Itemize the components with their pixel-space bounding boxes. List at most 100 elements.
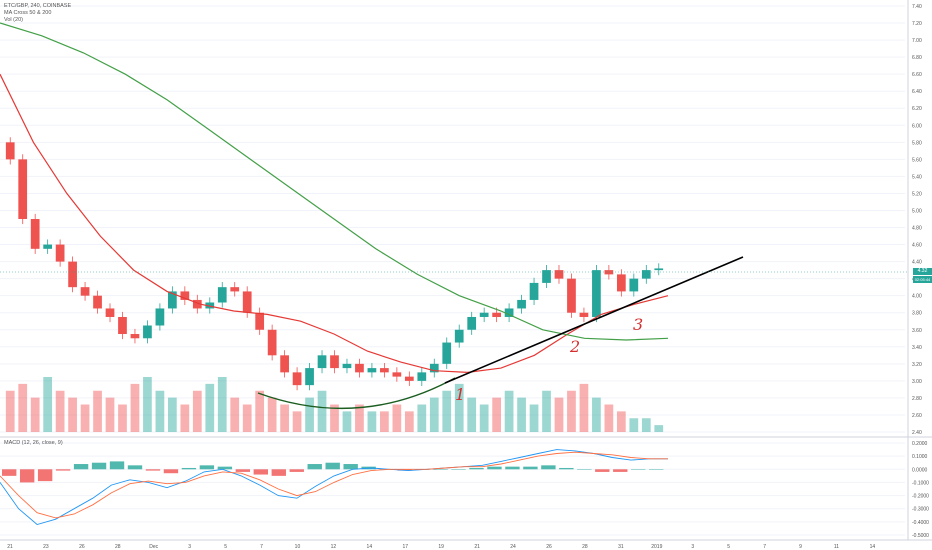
macd-histogram-bar [451, 469, 466, 470]
volume-bar [504, 390, 514, 432]
volume-bar [542, 390, 551, 432]
macd-tick-label: -0.5000 [912, 533, 929, 539]
macd-histogram-bar [523, 466, 538, 470]
y-tick-label: 2.60 [912, 413, 922, 419]
last-price-tag: 4.32 [913, 268, 932, 275]
volume-bar [554, 397, 564, 432]
candle-body [280, 355, 289, 373]
x-tick-label: 14 [870, 544, 876, 550]
y-tick-label: 5.20 [912, 191, 922, 197]
volume-bar [242, 404, 252, 432]
x-tick-label: 14 [367, 544, 373, 550]
candle-body [454, 329, 464, 343]
candle-body [392, 372, 402, 377]
x-tick-label: 28 [582, 544, 588, 550]
y-tick-label: 3.20 [912, 362, 922, 368]
countdown-tag: 02:05:44 [913, 276, 932, 283]
volume-bar [43, 377, 53, 432]
candle-body [380, 368, 389, 373]
macd-histogram-bar [595, 469, 610, 472]
y-tick-label: 5.80 [912, 140, 922, 146]
candle-body [217, 287, 227, 303]
volume-bar [380, 411, 389, 432]
macd-histogram-bar [91, 462, 107, 470]
volume-bar [155, 390, 165, 432]
candle-body [342, 363, 352, 369]
volume-bar [492, 397, 501, 432]
y-tick-label: 4.80 [912, 226, 922, 232]
volume-bar [342, 411, 352, 432]
x-tick-label: 11 [834, 544, 839, 550]
x-tick-label: 19 [438, 544, 444, 550]
volume-bar [629, 418, 639, 432]
macd-tick-label: 0.0000 [912, 467, 928, 473]
candle-body [305, 368, 314, 386]
ma-legend[interactable]: MA Cross 50 & 200 [4, 10, 52, 16]
macd-tick-label: -0.2000 [912, 494, 929, 500]
macd-histogram-bar [199, 465, 215, 470]
rounding-bottom-curve [257, 377, 456, 410]
x-tick-label: 5 [727, 544, 730, 550]
volume-bar [80, 404, 90, 432]
macd-histogram-bar [343, 464, 358, 470]
volume-bar [355, 404, 364, 432]
candle-body [429, 363, 439, 373]
candle-body [80, 287, 90, 296]
macd-histogram-bar [541, 465, 556, 470]
candle-body [542, 270, 551, 283]
y-tick-label: 4.60 [912, 243, 922, 249]
candle-body [242, 291, 252, 313]
x-tick-label: 17 [402, 544, 408, 550]
x-tick-label: 3 [188, 544, 191, 550]
macd-histogram-bar [145, 469, 161, 471]
macd-histogram-bar [163, 469, 179, 474]
macd-legend[interactable]: MACD (12, 26, close, 9) [4, 440, 63, 446]
volume-bar [55, 390, 65, 432]
candle-body [192, 299, 202, 309]
volume-bar [404, 411, 414, 432]
macd-tick-label: 0.1000 [912, 454, 928, 460]
moving-averages [0, 22, 669, 374]
volume-bar [567, 390, 576, 432]
macd-tick-label: -0.3000 [912, 507, 929, 513]
candle-body [417, 372, 427, 381]
candle-body [479, 312, 489, 317]
volume-bar [292, 411, 302, 432]
volume-bar [5, 390, 15, 432]
candle-body [529, 282, 539, 300]
candle-body [404, 376, 414, 381]
volume-bar [143, 377, 152, 432]
macd-histogram-bar [487, 466, 502, 470]
candle-body [604, 270, 614, 275]
candle-body [255, 312, 265, 330]
vol-legend[interactable]: Vol (20) [4, 17, 23, 23]
macd-histogram-bar [325, 462, 340, 470]
x-tick-label: 9 [799, 544, 802, 550]
candle-body [517, 299, 526, 309]
macd-tick-label: 0.2000 [912, 441, 928, 447]
candle-body [180, 291, 190, 300]
macd-histogram-bar [271, 469, 286, 476]
macd-histogram-bar [127, 465, 143, 470]
candle-body [18, 159, 28, 219]
symbol-legend[interactable]: ETC/GBP, 240, COINBASE [4, 3, 72, 9]
volume-bar [68, 397, 77, 432]
volume-bar [579, 383, 589, 432]
y-tick-label: 3.40 [912, 345, 922, 351]
user-drawings[interactable]: 1 2 3 [257, 256, 744, 410]
y-tick-label: 3.80 [912, 311, 922, 317]
volume-bar [192, 390, 202, 432]
y-tick-label: 6.60 [912, 72, 922, 78]
ma-200-line [0, 22, 669, 341]
macd-histogram-bar [559, 467, 574, 470]
candle-body [616, 274, 626, 292]
x-tick-label: 2019 [651, 544, 662, 550]
candle-body [118, 316, 127, 335]
y-tick-label: 3.00 [912, 379, 922, 385]
candle-body [68, 261, 77, 288]
candle-body [567, 278, 576, 313]
candle-body [55, 244, 65, 262]
volume-bars [5, 377, 664, 432]
